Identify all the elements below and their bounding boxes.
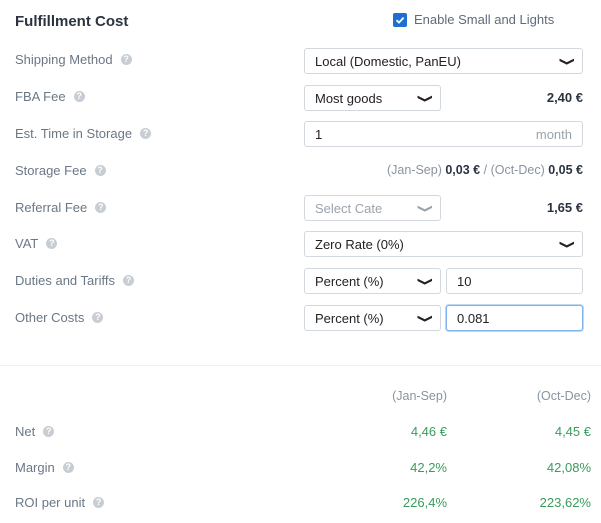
question-circle-icon[interactable]: ?: [43, 426, 55, 437]
duties-label: Duties and Tariffs ?: [15, 273, 134, 288]
enable-small-lights-checkbox[interactable]: Enable Small and Lights: [393, 12, 554, 27]
net-oct-dec: 4,45 €: [554, 424, 591, 439]
section-title: Fulfillment Cost: [15, 13, 129, 30]
section-divider: [0, 365, 601, 366]
net-jan-sep: 4,46 €: [410, 424, 447, 439]
question-circle-icon[interactable]: ?: [122, 275, 134, 286]
storage-fee-values: (Jan-Sep) 0,03 € / (Oct-Dec) 0,05 €: [386, 163, 583, 177]
fba-fee-amount: 2,40 €: [546, 90, 583, 105]
shipping-method-label: Shipping Method ?: [15, 52, 132, 67]
margin-label: Margin ?: [15, 460, 74, 475]
summary-col-jan-sep: (Jan-Sep): [392, 389, 447, 403]
vat-label: VAT ?: [15, 236, 58, 251]
roi-jan-sep: 226,4%: [402, 495, 447, 510]
chevron-down-icon: ❯: [416, 203, 433, 213]
question-circle-icon[interactable]: ?: [93, 497, 105, 508]
chevron-down-icon: ❯: [416, 276, 433, 286]
est-time-label: Est. Time in Storage ?: [15, 126, 152, 141]
est-time-unit: month: [535, 126, 572, 142]
net-label: Net ?: [15, 424, 55, 439]
question-circle-icon[interactable]: ?: [46, 238, 58, 249]
enable-small-lights-label: Enable Small and Lights: [414, 12, 555, 27]
question-circle-icon[interactable]: ?: [62, 462, 74, 473]
referral-category-select[interactable]: Select Cate ❯: [304, 195, 441, 221]
est-time-input[interactable]: 1 month: [304, 121, 583, 147]
vat-select[interactable]: Zero Rate (0%) ❯: [304, 231, 583, 257]
chevron-down-icon: ❯: [558, 56, 575, 66]
duties-amount-input[interactable]: 10: [446, 268, 583, 294]
chevron-down-icon: ❯: [558, 239, 575, 249]
roi-label: ROI per unit ?: [15, 495, 105, 510]
question-circle-icon[interactable]: ?: [92, 312, 104, 323]
question-circle-icon[interactable]: ?: [73, 91, 85, 102]
question-circle-icon[interactable]: ?: [94, 165, 106, 176]
chevron-down-icon: ❯: [416, 93, 433, 103]
other-costs-type-select[interactable]: Percent (%) ❯: [304, 305, 441, 331]
referral-fee-amount: 1,65 €: [546, 200, 583, 215]
duties-type-select[interactable]: Percent (%) ❯: [304, 268, 441, 294]
fba-fee-label: FBA Fee ?: [15, 89, 85, 104]
shipping-method-select[interactable]: Local (Domestic, PanEU) ❯: [304, 48, 583, 74]
question-circle-icon[interactable]: ?: [120, 54, 132, 65]
roi-oct-dec: 223,62%: [539, 495, 591, 510]
question-circle-icon[interactable]: ?: [95, 202, 107, 213]
chevron-down-icon: ❯: [416, 313, 433, 323]
other-costs-amount-input[interactable]: 0.081: [446, 305, 583, 331]
margin-oct-dec: 42,08%: [546, 460, 591, 475]
storage-fee-label: Storage Fee ?: [15, 163, 106, 178]
question-circle-icon[interactable]: ?: [140, 128, 152, 139]
fba-fee-select[interactable]: Most goods ❯: [304, 85, 441, 111]
summary-col-oct-dec: (Oct-Dec): [536, 389, 591, 403]
margin-jan-sep: 42,2%: [410, 460, 447, 475]
checkbox-checked-icon[interactable]: [393, 12, 407, 27]
other-costs-label: Other Costs ?: [15, 310, 104, 325]
referral-fee-label: Referral Fee ?: [15, 200, 107, 215]
